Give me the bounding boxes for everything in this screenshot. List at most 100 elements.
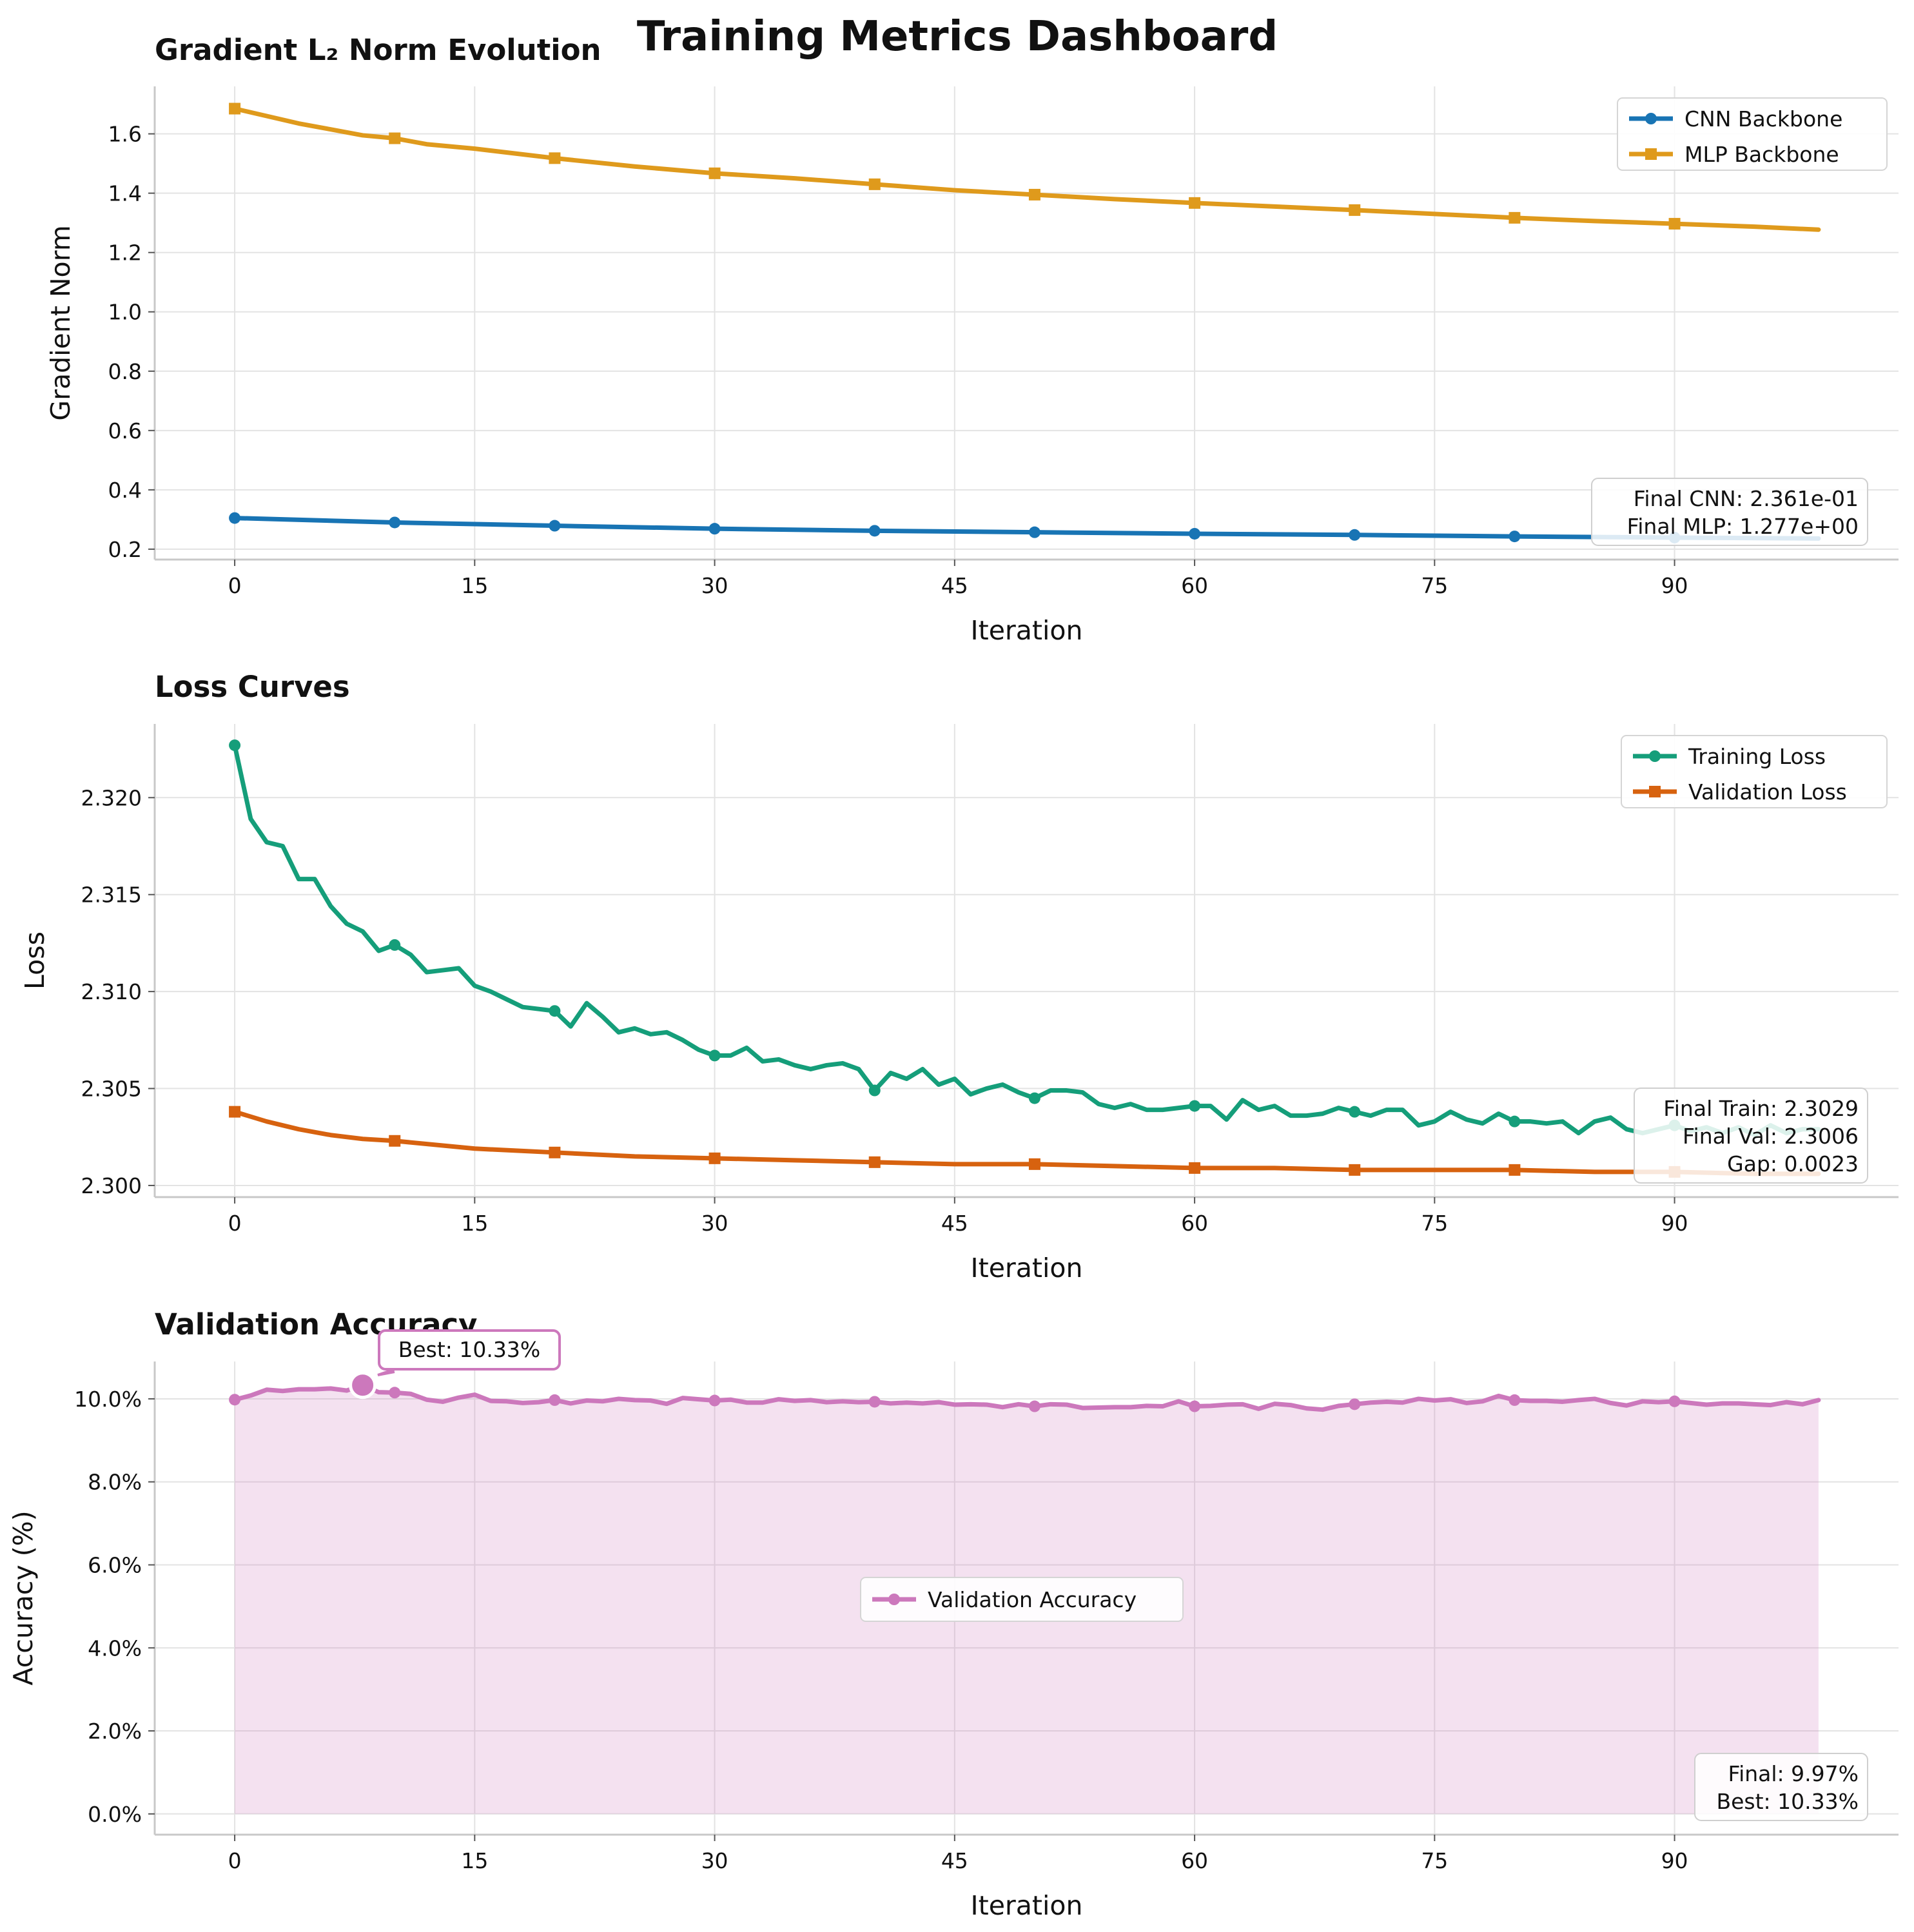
y-tick-label: 2.0% [88,1719,142,1744]
data-point [868,525,881,537]
data-point [708,523,721,535]
validation-accuracy-chart: 0 15 30 45 60 75 90 0.0% 2.0% 4.0% 6.0% 8.0% 10.0% It… [8,1307,1899,1921]
legend-box [1617,97,1888,171]
x-axis-label: Iteration [971,1253,1083,1283]
x-tick-label: 0 [228,1848,242,1873]
x-tick-label: 15 [461,1848,488,1873]
data-point [229,102,241,115]
stats-annotation-line: Final Val: 2.3006 [1683,1124,1859,1149]
y-tick-label: 1.6 [108,122,142,147]
x-tick-label: 45 [941,1848,968,1873]
data-point [1349,1164,1361,1176]
legend-label: Training Loss [1688,744,1826,769]
legend-label: CNN Backbone [1685,106,1842,132]
stats-annotation-line: Final Train: 2.3029 [1663,1096,1859,1121]
data-point [1189,1100,1201,1112]
stats-annotation-line: Gap: 0.0023 [1727,1151,1859,1176]
x-tick-label: 60 [1181,1848,1208,1873]
best-callout-label: Best: 10.33% [398,1337,541,1362]
data-point [549,152,561,164]
y-tick-label: 0.6 [108,418,142,444]
data-point [868,1084,881,1097]
x-tick-label: 60 [1181,1211,1208,1236]
stats-annotation-line: Final MLP: 1.277e+00 [1627,514,1859,539]
data-point [1028,1092,1040,1104]
legend-marker [1649,786,1661,797]
legend-marker [1645,148,1657,160]
data-point [1028,526,1040,538]
x-tick-label: 30 [701,573,728,598]
stats-annotation-line: Final: 9.97% [1728,1761,1859,1786]
legend-marker [888,1594,900,1605]
data-point [1509,211,1521,224]
data-point [708,1394,721,1407]
data-point [1189,197,1201,209]
y-tick-label: 0.2 [108,537,142,562]
y-tick-label: 1.0 [108,300,142,325]
legend-box [860,1577,1184,1622]
y-axis-label: Accuracy (%) [8,1510,39,1685]
data-point [1028,1400,1040,1412]
data-point [389,1135,401,1147]
gradient-norm-chart: 0 15 30 45 60 75 90 0.2 0.4 0.6 0.8 1.0 1.2 1.4 1.6 Ite… [45,33,1899,646]
data-point [868,1156,881,1168]
data-point [1349,529,1361,541]
y-axis-label: Gradient Norm [45,225,76,420]
x-tick-label: 30 [701,1848,728,1873]
loss-curves-chart: 0 15 30 45 60 75 90 2.300 2.305 2.310 2.315 2.320 It… [19,670,1899,1283]
x-tick-label: 75 [1421,1848,1448,1873]
chart-title: Loss Curves [155,670,350,704]
x-tick-label: 90 [1661,573,1688,598]
legend-label: Validation Loss [1688,779,1847,805]
x-axis-label: Iteration [971,1890,1083,1921]
y-tick-label: 1.2 [108,240,142,266]
y-tick-label: 2.305 [81,1077,142,1102]
data-point [1189,1400,1201,1412]
y-tick-label: 2.300 [81,1173,142,1198]
legend-label: MLP Backbone [1685,142,1839,167]
x-tick-label: 15 [461,1211,488,1236]
data-point [708,1152,721,1164]
y-tick-label: 1.4 [108,181,142,206]
x-tick-label: 0 [228,1211,242,1236]
data-point [549,1394,561,1406]
series-line-mlp-backbone [232,106,1821,232]
data-point [229,739,241,752]
x-tick-label: 15 [461,573,488,598]
data-point [389,516,401,529]
y-tick-label: 0.0% [88,1802,142,1827]
y-tick-label: 0.8 [108,359,142,384]
data-point [868,1396,881,1408]
y-axis-label: Loss [19,932,50,990]
data-point [1509,1394,1521,1406]
data-point [389,1387,401,1399]
x-tick-label: 45 [941,573,968,598]
data-point [868,178,881,190]
y-tick-label: 2.310 [81,979,142,1004]
x-tick-label: 60 [1181,573,1208,598]
data-point [1349,1106,1361,1118]
data-point [1028,1158,1040,1170]
data-point [1509,1164,1521,1176]
legend-marker [1649,750,1661,762]
data-point [1509,1115,1521,1127]
x-tick-label: 90 [1661,1211,1688,1236]
best-callout-arrow [377,1368,395,1376]
data-point [1028,188,1040,200]
x-tick-label: 45 [941,1211,968,1236]
series-line-validation-loss [232,1109,1821,1176]
x-tick-label: 90 [1661,1848,1688,1873]
stats-annotation-box [1694,1753,1868,1821]
y-tick-label: 2.320 [81,785,142,810]
x-tick-label: 30 [701,1211,728,1236]
stats-annotation-box [1591,478,1868,546]
x-tick-label: 0 [228,573,242,598]
data-point [1189,1162,1201,1174]
best-callout-box [378,1329,561,1371]
legend-box [1621,735,1888,808]
data-point [1668,218,1681,230]
data-point [1668,1395,1681,1407]
data-point [389,132,401,144]
data-point [1189,527,1201,540]
